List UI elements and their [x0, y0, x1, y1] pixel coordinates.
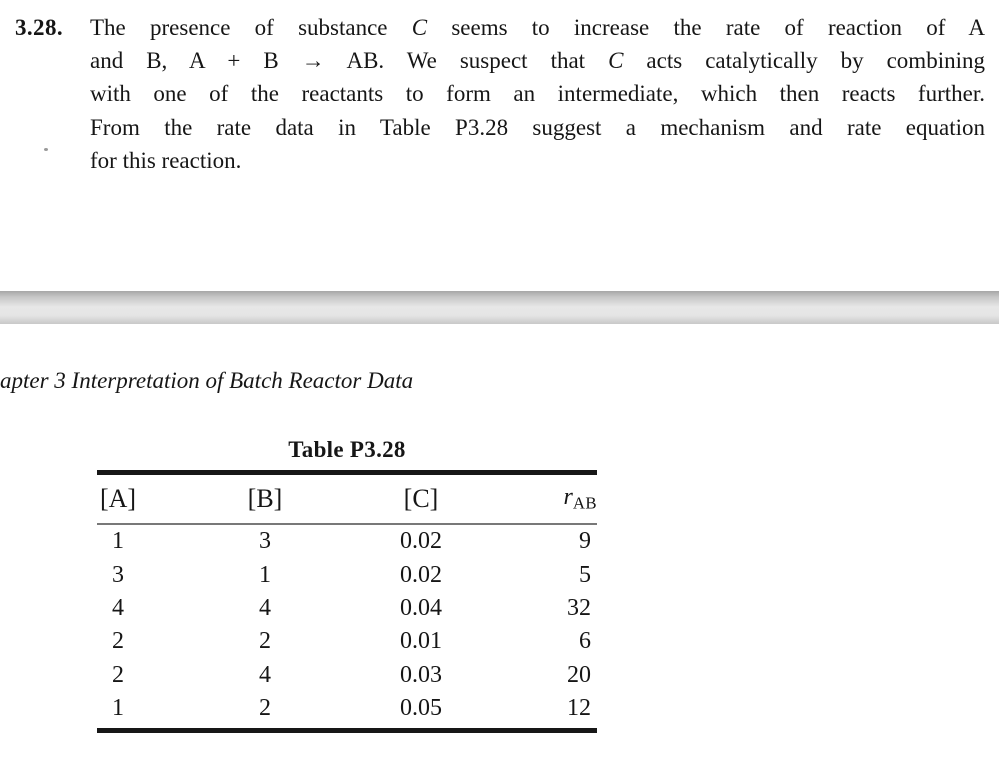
table-row: 2 2 0.01 6 — [97, 625, 597, 658]
problem-line-4: From the rate data in Table P3.28 sugges… — [90, 114, 985, 140]
table-cell: 20 — [567, 661, 591, 688]
table-row: 1 3 0.02 9 — [97, 525, 597, 558]
table-cell: 1 — [112, 528, 124, 555]
column-header-rab: rAB — [563, 484, 597, 513]
column-header-c: [C] — [403, 484, 439, 513]
running-header: apter 3 Interpretation of Batch Reactor … — [0, 368, 414, 393]
table-cell: 0.01 — [400, 628, 442, 655]
problem-line-2: and B, A + B → AB. We suspect that C act… — [90, 48, 985, 74]
table-cell: 0.02 — [400, 561, 442, 588]
scan-speck — [44, 148, 48, 151]
data-table: Table P3.28 [A] [B] [C] rAB 1 3 0.02 9 3 1 0.0… — [97, 436, 597, 734]
problem-3-28: 3.28. The presence of substance C seems … — [15, 11, 985, 177]
problem-number: 3.28. — [15, 15, 63, 40]
problem-text: The presence of substance C seems to inc… — [90, 11, 985, 177]
table-cell: 4 — [259, 594, 271, 621]
problem-line-3: with one of the reactants to form an int… — [90, 81, 985, 107]
table-row: 4 4 0.04 32 — [97, 592, 597, 625]
table-cell: 12 — [567, 695, 591, 722]
table-cell: 0.02 — [400, 528, 442, 555]
problem-line-5: for this reaction. — [90, 147, 242, 173]
table-cell: 1 — [259, 561, 271, 588]
table-row: 3 1 0.02 5 — [97, 558, 597, 591]
table-cell: 0.05 — [400, 695, 442, 722]
table-cell: 5 — [579, 561, 591, 588]
table-cell: 2 — [112, 661, 124, 688]
table-cell: 3 — [112, 561, 124, 588]
table-cell: 9 — [579, 528, 591, 555]
table-cell: 0.04 — [400, 594, 442, 621]
table-row: 1 2 0.05 12 — [97, 692, 597, 725]
table-cell: 2 — [259, 628, 271, 655]
table-top-rule — [97, 470, 597, 475]
problem-line-1: The presence of substance C seems to inc… — [90, 15, 985, 40]
table-bottom-rule — [97, 728, 597, 734]
table-cell: 2 — [259, 695, 271, 722]
table-header-row: [A] [B] [C] rAB — [97, 475, 597, 523]
table-title: Table P3.28 — [288, 437, 406, 462]
table-cell: 4 — [112, 594, 124, 621]
column-header-a: [A] — [99, 484, 137, 513]
table-cell: 32 — [567, 594, 591, 621]
table-cell: 3 — [259, 528, 271, 555]
table-body: 1 3 0.02 9 3 1 0.02 5 4 4 0.04 32 2 2 0.01 6 2 4 0.03 20 1 2 0… — [97, 525, 597, 725]
table-cell: 1 — [112, 695, 124, 722]
column-header-b: [B] — [247, 484, 283, 513]
table-cell: 0.03 — [400, 661, 442, 688]
table-cell: 4 — [259, 661, 271, 688]
table-cell: 6 — [579, 628, 591, 655]
table-header-rule — [97, 523, 597, 525]
page-break-shadow — [0, 291, 999, 324]
table-cell: 2 — [112, 628, 124, 655]
table-row: 2 4 0.03 20 — [97, 659, 597, 692]
